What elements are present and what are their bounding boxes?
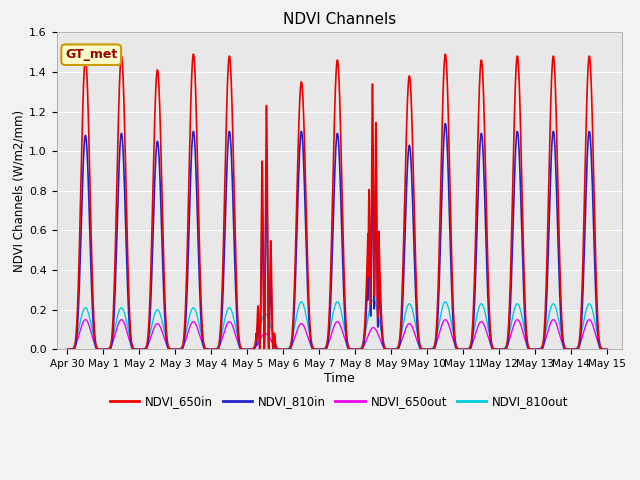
NDVI_810in: [604, 347, 611, 352]
NDVI_650out: [415, 342, 422, 348]
NDVI_650out: [63, 347, 71, 352]
NDVI_650in: [467, 344, 474, 350]
NDVI_650in: [270, 344, 278, 349]
NDVI_810in: [63, 347, 71, 352]
Title: NDVI Channels: NDVI Channels: [282, 12, 396, 27]
NDVI_650out: [508, 330, 515, 336]
NDVI_810in: [508, 276, 515, 282]
Line: NDVI_650in: NDVI_650in: [67, 54, 607, 349]
NDVI_810in: [270, 345, 278, 350]
NDVI_810in: [415, 339, 422, 345]
NDVI_810in: [162, 326, 170, 332]
NDVI_810in: [467, 346, 474, 351]
NDVI_650out: [162, 339, 170, 345]
NDVI_810out: [162, 333, 170, 339]
Text: GT_met: GT_met: [65, 48, 117, 61]
Line: NDVI_810out: NDVI_810out: [67, 300, 607, 349]
NDVI_810in: [387, 347, 395, 352]
NDVI_810out: [508, 320, 515, 326]
Y-axis label: NDVI Channels (W/m2/mm): NDVI Channels (W/m2/mm): [12, 110, 25, 272]
NDVI_650in: [162, 311, 170, 316]
NDVI_650out: [387, 347, 395, 352]
NDVI_650in: [387, 347, 395, 352]
NDVI_650out: [604, 347, 611, 352]
NDVI_650in: [508, 240, 515, 245]
NDVI_650in: [63, 347, 71, 352]
NDVI_810out: [369, 297, 377, 303]
NDVI_650out: [118, 317, 125, 323]
NDVI_810out: [387, 347, 395, 352]
NDVI_810out: [415, 336, 422, 342]
NDVI_810out: [467, 342, 474, 348]
NDVI_650in: [415, 330, 422, 336]
NDVI_810out: [270, 336, 278, 341]
Line: NDVI_810in: NDVI_810in: [67, 123, 607, 349]
NDVI_810in: [442, 120, 449, 126]
NDVI_810out: [63, 347, 71, 352]
NDVI_810out: [604, 347, 611, 352]
Line: NDVI_650out: NDVI_650out: [67, 320, 607, 349]
X-axis label: Time: Time: [324, 372, 355, 385]
NDVI_650in: [604, 347, 611, 352]
NDVI_650in: [442, 51, 449, 57]
NDVI_650out: [467, 345, 474, 350]
NDVI_650out: [270, 342, 278, 348]
Legend: NDVI_650in, NDVI_810in, NDVI_650out, NDVI_810out: NDVI_650in, NDVI_810in, NDVI_650out, NDV…: [105, 391, 573, 413]
